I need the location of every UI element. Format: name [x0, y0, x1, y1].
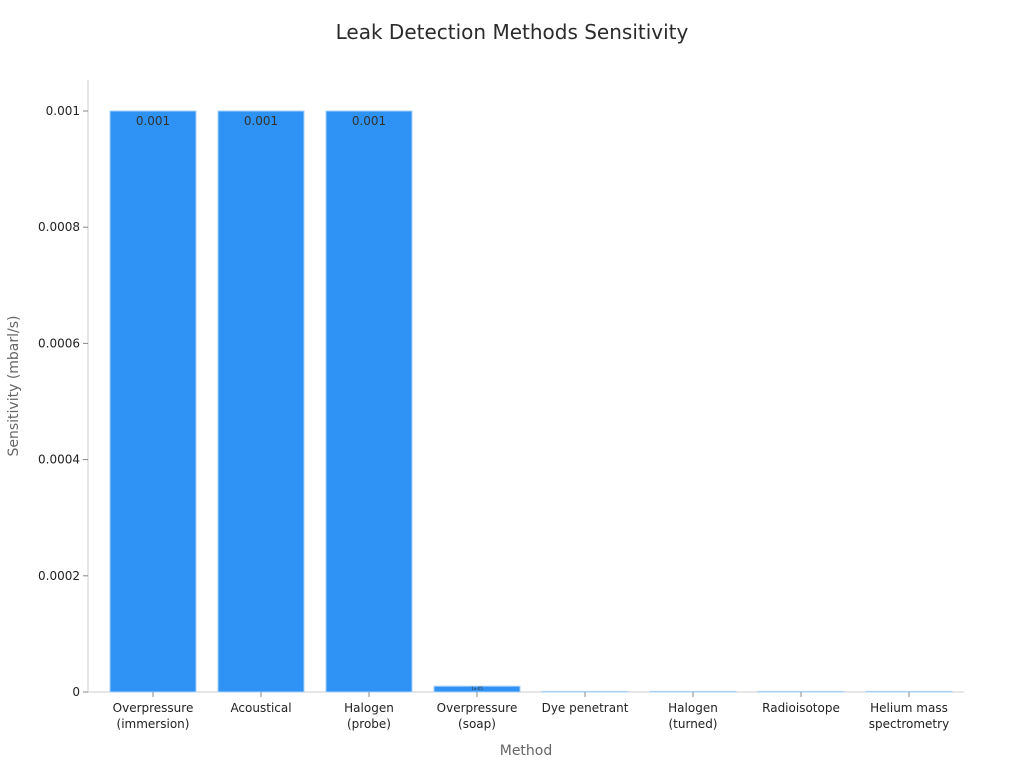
x-axis-title: Method: [500, 743, 553, 759]
x-tick-label: Overpressure (soap): [437, 701, 518, 731]
y-ticks: 0 0.0002 0.0004 0.0006 0.0008 0.001: [38, 104, 88, 699]
x-tick-label: Halogen (probe): [344, 701, 394, 731]
y-tick-label: 0.0006: [38, 336, 80, 350]
bar: [541, 690, 629, 693]
bar: [217, 110, 305, 693]
y-axis-title: Sensitivity (mbarl/s): [6, 315, 22, 456]
x-tick-label: Helium mass spectrometry: [869, 701, 949, 731]
chart-title: Leak Detection Methods Sensitivity: [335, 20, 689, 44]
y-tick-label: 0.0008: [38, 220, 80, 234]
bar-data-label: 0.001: [136, 114, 170, 128]
bars: 0.001 0.001 0.001 1e-05: [109, 110, 953, 693]
x-tick-label: Overpressure (immersion): [113, 701, 194, 731]
x-tick-label: Radioisotope: [762, 701, 840, 715]
y-tick-label: 0.0002: [38, 569, 80, 583]
bar: [757, 690, 845, 693]
bar: [865, 690, 953, 693]
bar-data-label: 0.001: [244, 114, 278, 128]
bar-data-label: 0.001: [352, 114, 386, 128]
x-tick-label: Halogen (turned): [668, 701, 718, 731]
bar: [109, 110, 197, 693]
bar: [325, 110, 413, 693]
x-tick-label: Acoustical: [230, 701, 291, 715]
x-ticks: Overpressure (immersion) Acoustical Halogen…: [113, 692, 949, 731]
bar: [649, 690, 737, 693]
x-tick-label: Dye penetrant: [542, 701, 629, 715]
bar-data-label: 1e-05: [471, 686, 483, 691]
y-tick-label: 0: [72, 685, 80, 699]
y-tick-label: 0.001: [46, 104, 80, 118]
y-tick-label: 0.0004: [38, 453, 80, 467]
